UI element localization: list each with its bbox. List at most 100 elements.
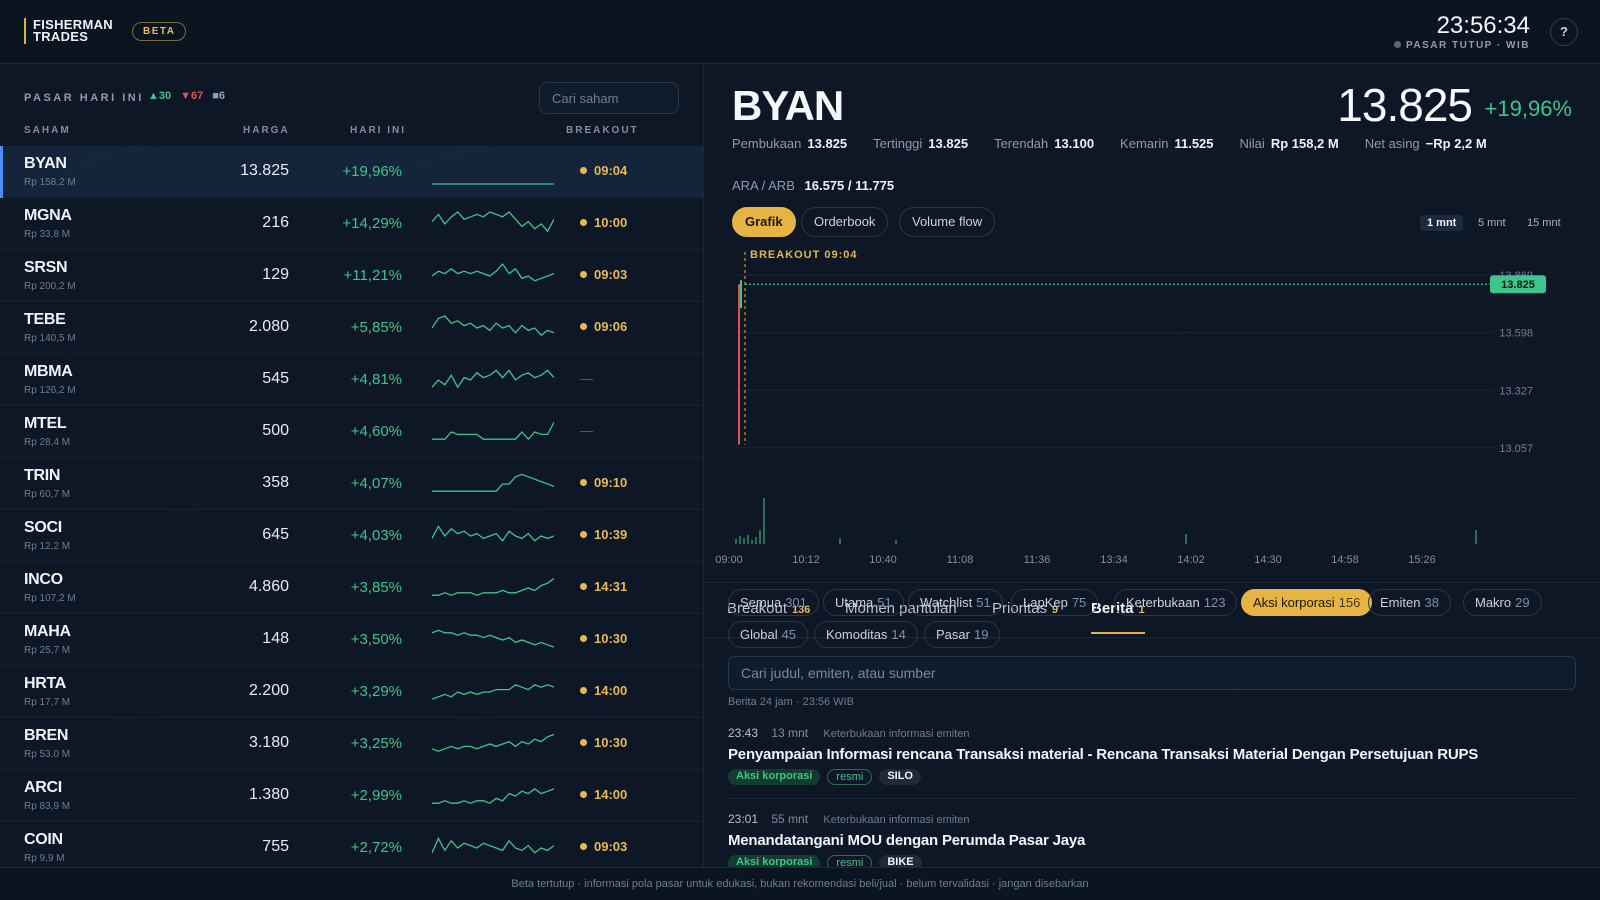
filter-chip-lapkep[interactable]: LapKep 75 bbox=[1011, 589, 1099, 616]
sparkline bbox=[432, 183, 554, 185]
stock-row-srsn[interactable]: SRSN Rp 200,2 M 129 +11,21% 09:03 bbox=[0, 250, 703, 302]
stat-label: Nilai bbox=[1239, 136, 1265, 151]
stock-value: Rp 126,2 M bbox=[24, 385, 76, 396]
stock-row-mtel[interactable]: MTEL Rp 28,4 M 500 +4,60% — bbox=[0, 406, 703, 458]
detail-symbol: BYAN bbox=[732, 82, 844, 129]
stock-value: Rp 53,0 M bbox=[24, 749, 71, 760]
logo-text: FISHERMAN TRADES bbox=[33, 18, 113, 43]
filter-chip-makro[interactable]: Makro 29 bbox=[1463, 589, 1542, 616]
breakout-time: 10:39 bbox=[580, 527, 627, 542]
filter-chip-semua[interactable]: Semua 301 bbox=[728, 589, 819, 616]
timeframe-15m[interactable]: 15 mnt bbox=[1527, 217, 1561, 229]
x-tick-label: 11:08 bbox=[947, 554, 974, 566]
stock-list: BYAN Rp 158,2 M 13.825 +19,96% 09:04 MGNA Rp 3… bbox=[0, 146, 703, 867]
tab-volume-flow[interactable]: Volume flow bbox=[899, 207, 996, 237]
news-ago: 55 mnt bbox=[771, 812, 809, 826]
breakout-time-text: 10:00 bbox=[594, 215, 628, 230]
detail-price: 13.825 bbox=[1337, 79, 1473, 131]
stock-row-hrta[interactable]: HRTA Rp 17,7 M 2.200 +3,29% 14:00 bbox=[0, 666, 703, 718]
stock-row-inco[interactable]: INCO Rp 107,2 M 4.860 +3,85% 14:31 bbox=[0, 562, 703, 614]
filter-chip-watchlist[interactable]: Watchlist 51 bbox=[908, 589, 1003, 616]
sparkline-path bbox=[432, 629, 554, 648]
x-tick-label: 10:12 bbox=[792, 554, 820, 566]
stock-ticker: SRSN bbox=[24, 259, 68, 276]
filter-chip-utama[interactable]: Utama 51 bbox=[823, 589, 904, 616]
filter-chip-komoditas[interactable]: Komoditas 14 bbox=[814, 621, 918, 648]
stock-price: 3.180 bbox=[248, 734, 289, 751]
stock-ticker: ARCI bbox=[24, 779, 62, 796]
news-item[interactable]: 23:01 55 mnt Keterbukaan informasi emite… bbox=[728, 812, 1576, 871]
stock-change: +11,21% bbox=[343, 267, 402, 284]
tab-orderbook[interactable]: Orderbook bbox=[801, 207, 889, 237]
filter-chip-global[interactable]: Global 45 bbox=[728, 621, 809, 648]
chip-count: 45 bbox=[781, 627, 797, 642]
news-title[interactable]: Penyampaian Informasi rencana Transaksi … bbox=[728, 746, 1479, 763]
breakout-dot-icon bbox=[580, 479, 587, 486]
stock-change: +4,07% bbox=[350, 475, 402, 492]
stock-value: Rp 60,7 M bbox=[24, 489, 71, 500]
stock-change: +4,81% bbox=[350, 371, 402, 388]
filter-chip-aksi-korporasi[interactable]: Aksi korporasi 156 bbox=[1241, 589, 1373, 616]
breakout-time-text: 10:39 bbox=[594, 527, 628, 542]
sparkline bbox=[432, 473, 554, 492]
timeframe-5m[interactable]: 5 mnt bbox=[1478, 217, 1506, 229]
timeframe-1m[interactable]: 1 mnt bbox=[1420, 215, 1464, 231]
volume-bar bbox=[1185, 534, 1187, 544]
stock-change: +2,99% bbox=[350, 787, 402, 804]
chip-label: Global bbox=[740, 627, 778, 642]
news-search-input[interactable] bbox=[728, 656, 1576, 690]
stock-row-coin[interactable]: COIN Rp 9,9 M 755 +2,72% 09:03 bbox=[0, 822, 703, 867]
help-button[interactable]: ? bbox=[1550, 18, 1578, 46]
stock-price: 645 bbox=[262, 526, 289, 543]
stock-row-mbma[interactable]: MBMA Rp 126,2 M 545 +4,81% — bbox=[0, 354, 703, 406]
volume-bar bbox=[739, 536, 741, 544]
stock-row-tebe[interactable]: TEBE Rp 140,5 M 2.080 +5,85% 09:06 bbox=[0, 302, 703, 354]
stock-value: Rp 17,7 M bbox=[24, 697, 71, 708]
chip-label: Aksi korporasi bbox=[1253, 595, 1335, 610]
sparkline-path bbox=[432, 422, 554, 441]
news-item[interactable]: 23:43 13 mnt Keterbukaan informasi emite… bbox=[728, 726, 1576, 785]
tag-official[interactable]: resmi bbox=[827, 769, 873, 785]
price-chart[interactable]: 13.86913.59813.32713.05709:0010:1210:401… bbox=[715, 244, 1590, 579]
news-divider bbox=[728, 798, 1576, 799]
stock-row-mgna[interactable]: MGNA Rp 33,8 M 216 +14,29% 10:00 bbox=[0, 198, 703, 250]
filter-chip-pasar[interactable]: Pasar 19 bbox=[924, 621, 1001, 648]
x-tick-label: 11:36 bbox=[1024, 554, 1051, 566]
breakout-dot-icon bbox=[580, 219, 587, 226]
news-meta-line: 23:43 13 mnt Keterbukaan informasi emite… bbox=[728, 726, 1576, 740]
breakout-time-text: 09:04 bbox=[594, 163, 628, 178]
stock-ticker: MAHA bbox=[24, 623, 71, 640]
stock-row-trin[interactable]: TRIN Rp 60,7 M 358 +4,07% 09:10 bbox=[0, 458, 703, 510]
volume-bar bbox=[759, 530, 761, 544]
filter-chip-keterbukaan[interactable]: Keterbukaan 123 bbox=[1114, 589, 1238, 616]
stock-row-byan[interactable]: BYAN Rp 158,2 M 13.825 +19,96% 09:04 bbox=[0, 146, 703, 198]
stock-value: Rp 33,8 M bbox=[24, 229, 71, 240]
stock-row-maha[interactable]: MAHA Rp 25,7 M 148 +3,50% 10:30 bbox=[0, 614, 703, 666]
stock-row-bren[interactable]: BREN Rp 53,0 M 3.180 +3,25% 10:30 bbox=[0, 718, 703, 770]
col-header-hari-ini[interactable]: HARI INI bbox=[350, 125, 406, 136]
col-header-harga[interactable]: HARGA bbox=[243, 125, 290, 136]
tag-ticker[interactable]: SILO bbox=[879, 769, 921, 785]
breakout-time-text: 14:31 bbox=[594, 579, 628, 594]
stock-row-arci[interactable]: ARCI Rp 83,9 M 1.380 +2,99% 14:00 bbox=[0, 770, 703, 822]
filter-chip-emiten[interactable]: Emiten 38 bbox=[1368, 589, 1451, 616]
stock-row-soci[interactable]: SOCI Rp 12,2 M 645 +4,03% 10:39 bbox=[0, 510, 703, 562]
breakout-dot-icon bbox=[580, 531, 587, 538]
col-header-breakout[interactable]: BREAKOUT bbox=[566, 125, 639, 136]
sparkline-path bbox=[432, 315, 554, 337]
brand-logo[interactable]: FISHERMAN TRADES bbox=[24, 18, 113, 44]
breakout-time-text: 09:03 bbox=[594, 839, 628, 854]
tab-grafik[interactable]: Grafik bbox=[732, 207, 796, 237]
volume-bar bbox=[839, 538, 841, 544]
volume-bar bbox=[1475, 530, 1477, 544]
stock-search-input[interactable] bbox=[539, 82, 679, 114]
volume-bar bbox=[751, 540, 753, 544]
stat-label: Terendah bbox=[994, 136, 1049, 151]
tag-category[interactable]: Aksi korporasi bbox=[728, 769, 821, 785]
col-header-saham[interactable]: SAHAM bbox=[24, 125, 71, 136]
breakout-annotation: BREAKOUT 09:04 bbox=[750, 249, 858, 261]
breakout-dot-icon bbox=[580, 739, 587, 746]
news-title[interactable]: Menandatangani MOU dengan Perumda Pasar … bbox=[728, 832, 1086, 849]
breakout-time: 09:10 bbox=[580, 475, 627, 490]
tab-count: 9 bbox=[1052, 604, 1059, 616]
